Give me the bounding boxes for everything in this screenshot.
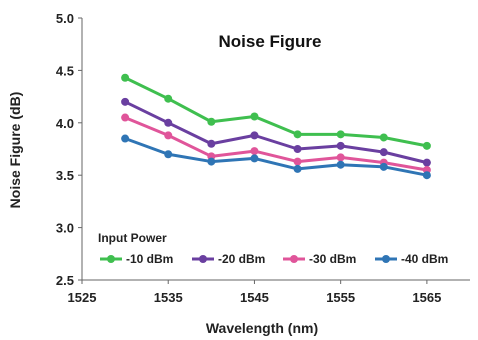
legend-swatch-marker: [382, 255, 390, 263]
data-point: [293, 145, 302, 153]
y-tick-label: 4.5: [56, 63, 74, 78]
series-layer: [121, 73, 431, 180]
y-tick-label: 4.0: [56, 116, 74, 131]
y-tick-label: 5.0: [56, 11, 74, 26]
data-point: [250, 112, 259, 121]
data-point: [207, 117, 216, 126]
y-tick-label: 3.0: [56, 221, 74, 236]
data-point: [121, 113, 130, 122]
chart-title: Noise Figure: [219, 32, 322, 51]
legend-swatch-marker: [199, 255, 207, 263]
x-tick-label: 1555: [326, 290, 355, 305]
data-point: [422, 141, 431, 150]
data-point: [164, 131, 173, 140]
data-point: [379, 162, 388, 171]
series-line: [124, 100, 428, 165]
legend: Input Power -10 dBm -20 dBm -30 dBm -40 dBm: [98, 231, 448, 266]
data-point: [121, 97, 130, 106]
legend-item: -10 dBm: [100, 252, 173, 266]
data-point: [250, 131, 259, 140]
y-axis-title: Noise Figure (dB): [7, 92, 23, 209]
y-tick-label: 3.5: [56, 168, 74, 183]
data-point: [336, 130, 345, 139]
data-point: [207, 139, 216, 148]
data-point: [336, 141, 345, 150]
data-point: [379, 148, 388, 157]
series-1: [121, 97, 431, 167]
series-line: [124, 116, 428, 172]
legend-item: -30 dBm: [283, 252, 356, 266]
data-point: [336, 153, 345, 162]
data-point: [293, 130, 302, 139]
data-point: [422, 158, 431, 167]
series-line: [124, 137, 428, 177]
y-tick-label: 2.5: [56, 273, 74, 288]
data-point: [164, 94, 173, 103]
series-line: [124, 76, 428, 148]
data-point: [207, 157, 216, 166]
series-0: [121, 73, 431, 150]
legend-label: -10 dBm: [126, 252, 173, 266]
x-tick-label: 1525: [68, 290, 97, 305]
legend-title: Input Power: [98, 231, 167, 245]
series-3: [121, 134, 431, 180]
data-point: [164, 150, 173, 159]
data-point: [336, 160, 345, 169]
legend-swatch-marker: [107, 255, 115, 263]
x-axis-title: Wavelength (nm): [206, 320, 318, 336]
data-point: [250, 154, 259, 163]
axes: [81, 18, 470, 281]
legend-label: -20 dBm: [218, 252, 265, 266]
legend-items: -10 dBm -20 dBm -30 dBm -40 dBm: [100, 252, 448, 266]
data-point: [422, 171, 431, 180]
x-tick-label: 1565: [412, 290, 441, 305]
data-point: [293, 157, 302, 166]
x-tick-label: 1545: [240, 290, 269, 305]
data-point: [250, 147, 259, 156]
data-point: [164, 118, 173, 127]
legend-label: -30 dBm: [309, 252, 356, 266]
legend-swatch-marker: [290, 255, 298, 263]
legend-item: -20 dBm: [192, 252, 265, 266]
data-point: [121, 73, 130, 82]
data-point: [379, 133, 388, 142]
y-ticks: 2.5 3.0 3.5 4.0 4.5 5.0: [56, 11, 82, 288]
data-point: [121, 134, 130, 143]
data-point: [293, 164, 302, 173]
legend-label: -40 dBm: [401, 252, 448, 266]
legend-item: -40 dBm: [375, 252, 448, 266]
x-ticks: 1525 1535 1545 1555 1565: [68, 280, 441, 305]
x-tick-label: 1535: [154, 290, 183, 305]
